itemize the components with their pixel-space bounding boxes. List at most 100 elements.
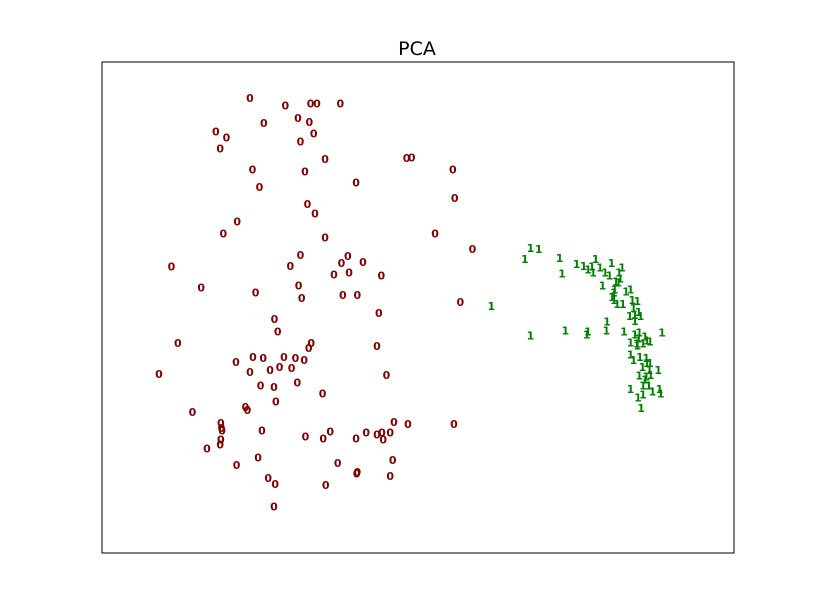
point-class-0: 0: [319, 387, 327, 400]
point-class-0: 0: [302, 431, 310, 444]
point-class-0: 0: [359, 256, 367, 269]
point-class-1: 1: [614, 277, 622, 290]
point-class-0: 0: [390, 416, 398, 429]
point-class-0: 0: [249, 164, 257, 177]
point-class-0: 0: [271, 478, 279, 491]
point-class-0: 0: [408, 151, 416, 164]
point-class-0: 0: [217, 417, 225, 430]
point-class-1: 1: [620, 326, 628, 339]
point-class-1: 1: [645, 380, 653, 393]
point-class-1: 1: [631, 315, 639, 328]
point-class-1: 1: [630, 302, 638, 315]
point-class-0: 0: [258, 425, 266, 438]
point-class-1: 1: [649, 386, 657, 399]
point-class-0: 0: [249, 351, 257, 364]
point-class-1: 1: [626, 310, 634, 323]
point-class-0: 0: [377, 270, 385, 283]
point-class-1: 1: [596, 262, 604, 275]
point-class-1: 1: [631, 329, 639, 342]
point-class-1: 1: [558, 268, 566, 281]
point-class-1: 1: [608, 291, 616, 304]
point-class-0: 0: [469, 243, 477, 256]
point-class-0: 0: [280, 351, 288, 364]
point-class-1: 1: [630, 354, 638, 367]
point-class-1: 1: [657, 387, 665, 400]
point-class-1: 1: [637, 310, 645, 323]
point-class-1: 1: [573, 258, 581, 271]
point-class-1: 1: [635, 327, 643, 340]
point-class-1: 1: [654, 364, 662, 377]
point-class-0: 0: [352, 176, 360, 189]
point-class-0: 0: [321, 231, 329, 244]
point-class-1: 1: [636, 351, 644, 364]
point-class-1: 1: [642, 371, 650, 384]
point-class-0: 0: [338, 257, 346, 270]
point-class-0: 0: [353, 468, 361, 481]
point-class-0: 0: [451, 192, 459, 205]
point-class-0: 0: [297, 136, 305, 149]
point-class-0: 0: [378, 427, 386, 440]
point-class-1: 1: [646, 335, 654, 348]
point-class-0: 0: [294, 112, 302, 125]
point-class-1: 1: [610, 286, 618, 299]
point-class-1: 1: [627, 336, 635, 349]
point-class-1: 1: [608, 257, 616, 270]
point-class-0: 0: [305, 342, 313, 355]
point-class-1: 1: [606, 270, 614, 283]
point-class-1: 1: [592, 253, 600, 266]
point-class-0: 0: [300, 354, 308, 367]
point-class-0: 0: [344, 250, 352, 263]
point-class-1: 1: [535, 243, 543, 256]
point-class-0: 0: [260, 117, 268, 130]
point-class-1: 1: [639, 388, 647, 401]
point-class-0: 0: [203, 442, 211, 455]
point-class-1: 1: [611, 283, 619, 296]
point-class-1: 1: [639, 380, 647, 393]
point-class-1: 1: [616, 273, 624, 286]
point-class-0: 0: [345, 267, 353, 280]
point-class-0: 0: [295, 279, 303, 292]
point-class-1: 1: [618, 262, 626, 275]
point-class-0: 0: [252, 286, 260, 299]
point-class-1: 1: [602, 325, 610, 338]
point-class-0: 0: [246, 92, 254, 105]
point-class-0: 0: [217, 434, 225, 447]
point-class-1: 1: [487, 300, 495, 313]
point-class-1: 1: [610, 294, 618, 307]
chart-title: PCA: [398, 38, 436, 60]
point-class-1: 1: [643, 357, 651, 370]
point-class-1: 1: [561, 325, 569, 338]
point-class-0: 0: [311, 208, 319, 221]
point-class-0: 0: [449, 164, 457, 177]
point-class-0: 0: [223, 132, 231, 145]
point-class-0: 0: [334, 457, 342, 470]
point-class-0: 0: [386, 427, 394, 440]
point-class-0: 0: [326, 426, 334, 439]
point-class-0: 0: [257, 380, 265, 393]
point-class-1: 1: [643, 334, 651, 347]
point-class-0: 0: [336, 98, 344, 111]
point-class-1: 1: [521, 253, 529, 266]
point-class-1: 1: [635, 332, 643, 345]
point-class-1: 1: [634, 391, 642, 404]
point-class-1: 1: [641, 374, 649, 387]
point-class-0: 0: [352, 433, 360, 446]
point-class-0: 0: [264, 472, 272, 485]
point-class-1: 1: [584, 326, 592, 339]
point-class-1: 1: [627, 349, 635, 362]
point-class-0: 0: [379, 434, 387, 447]
point-class-0: 0: [155, 368, 163, 381]
point-class-1: 1: [556, 252, 564, 265]
point-class-0: 0: [281, 100, 289, 113]
point-class-1: 1: [628, 294, 636, 307]
point-class-1: 1: [633, 337, 641, 350]
point-class-0: 0: [389, 454, 397, 467]
point-class-0: 0: [266, 364, 274, 377]
point-class-0: 0: [189, 406, 197, 419]
point-class-0: 0: [216, 439, 224, 452]
point-class-0: 0: [322, 479, 330, 492]
point-class-0: 0: [256, 181, 264, 194]
point-class-0: 0: [373, 429, 381, 442]
point-class-0: 0: [353, 466, 361, 479]
